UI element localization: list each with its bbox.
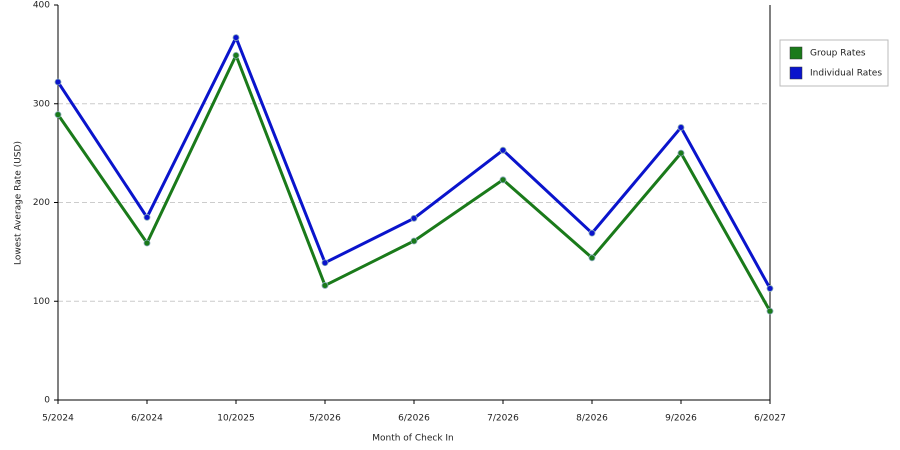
data-point bbox=[143, 213, 151, 221]
x-tick-label: 8/2026 bbox=[576, 414, 608, 424]
x-tick-label: 5/2024 bbox=[42, 414, 74, 424]
legend-swatch bbox=[789, 66, 803, 80]
y-tick-label: 200 bbox=[33, 198, 50, 208]
data-point bbox=[232, 51, 240, 59]
y-tick-label: 100 bbox=[33, 297, 50, 307]
data-point bbox=[499, 176, 507, 184]
x-tick-label: 6/2024 bbox=[131, 414, 163, 424]
x-axis-title: Month of Check In bbox=[372, 434, 454, 444]
x-tick-label: 9/2026 bbox=[665, 414, 697, 424]
data-point bbox=[766, 307, 774, 315]
y-tick-label: 400 bbox=[33, 1, 50, 11]
legend-label: Individual Rates bbox=[810, 69, 882, 79]
data-point bbox=[321, 259, 329, 267]
data-point bbox=[588, 254, 596, 262]
x-tick-label: 7/2026 bbox=[487, 414, 519, 424]
data-point bbox=[410, 237, 418, 245]
y-tick-label: 0 bbox=[44, 396, 50, 406]
data-point bbox=[766, 285, 774, 292]
x-tick-label: 6/2026 bbox=[398, 414, 430, 424]
data-point bbox=[321, 282, 329, 289]
data-point bbox=[54, 78, 62, 86]
data-point bbox=[232, 34, 240, 41]
data-point bbox=[499, 146, 507, 154]
series-line bbox=[56, 33, 772, 290]
data-point bbox=[677, 124, 685, 131]
x-tick-label: 6/2027 bbox=[754, 414, 786, 424]
x-tick-label: 5/2026 bbox=[309, 414, 341, 424]
data-point bbox=[410, 214, 418, 222]
data-point bbox=[677, 149, 685, 157]
y-tick-label: 300 bbox=[33, 99, 50, 109]
y-axis-title: Lowest Average Rate (USD) bbox=[14, 141, 24, 265]
legend-label: Group Rates bbox=[810, 49, 866, 59]
data-point bbox=[54, 111, 62, 119]
data-point bbox=[143, 239, 151, 247]
data-point bbox=[588, 229, 596, 237]
x-tick-label: 10/2025 bbox=[217, 414, 254, 424]
legend-swatch bbox=[789, 46, 803, 60]
